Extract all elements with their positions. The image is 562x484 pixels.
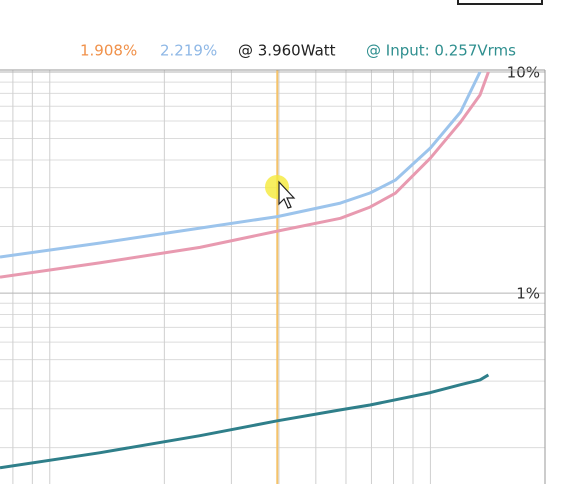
y-tick-label: 10% (507, 64, 540, 82)
readout: 1.908% (80, 42, 137, 60)
series-line (0, 71, 490, 279)
readout: 2.219% (160, 42, 217, 60)
y-tick-label: 1% (516, 285, 540, 303)
readout: @ 3.960Watt (238, 42, 336, 60)
plot-area: 1% 10% (0, 64, 546, 484)
readouts: 1.908% 2.219% @ 3.960Watt @ Input: 0.257Vrm… (80, 42, 516, 60)
mouse-pointer (278, 180, 296, 209)
series-line (0, 373, 490, 470)
readout: @ Input: 0.257Vrms (366, 42, 516, 60)
panel-edge (457, 0, 543, 5)
series-line (0, 71, 482, 259)
